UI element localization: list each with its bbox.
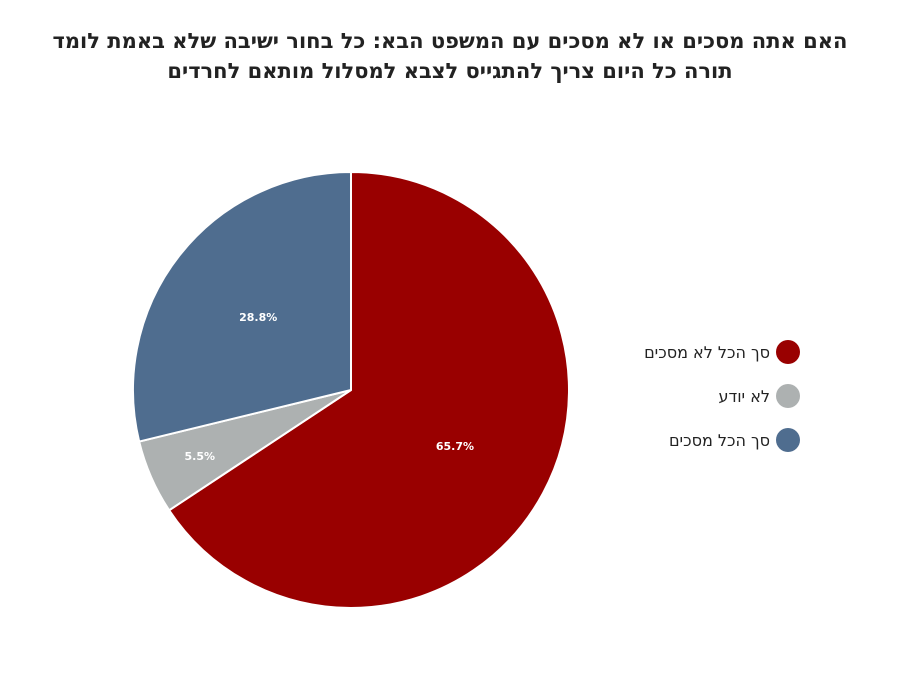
chart-title: האם אתה מסכים או לא מסכים עם המשפט הבא: …	[40, 26, 860, 86]
pie-slice-disagree[interactable]	[168, 171, 570, 609]
chart-title-line-1: האם אתה מסכים או לא מסכים עם המשפט הבא: …	[52, 29, 848, 53]
legend-swatch-agree	[776, 428, 800, 452]
chart-legend: סך הכל לא מסכים לא יודע סך הכל מסכים	[560, 330, 800, 462]
chart-title-line-2: תורה כל היום צריך להתגייס לצבא למסלול מו…	[167, 59, 733, 83]
pie-label-agree: 28.8%	[239, 311, 277, 324]
legend-label-disagree: סך הכל לא מסכים	[644, 342, 770, 362]
legend-item-dont-know[interactable]: לא יודע	[560, 374, 800, 418]
legend-item-agree[interactable]: סך הכל מסכים	[560, 418, 800, 462]
legend-label-dont-know: לא יודע	[718, 386, 770, 406]
legend-swatch-dont-know	[776, 384, 800, 408]
legend-item-disagree[interactable]: סך הכל לא מסכים	[560, 330, 800, 374]
pie-label-dont-know: 5.5%	[185, 450, 216, 463]
legend-label-agree: סך הכל מסכים	[668, 430, 770, 450]
legend-swatch-disagree	[776, 340, 800, 364]
pie-label-disagree: 65.7%	[436, 440, 474, 453]
pie-slice-agree[interactable]	[132, 171, 352, 443]
